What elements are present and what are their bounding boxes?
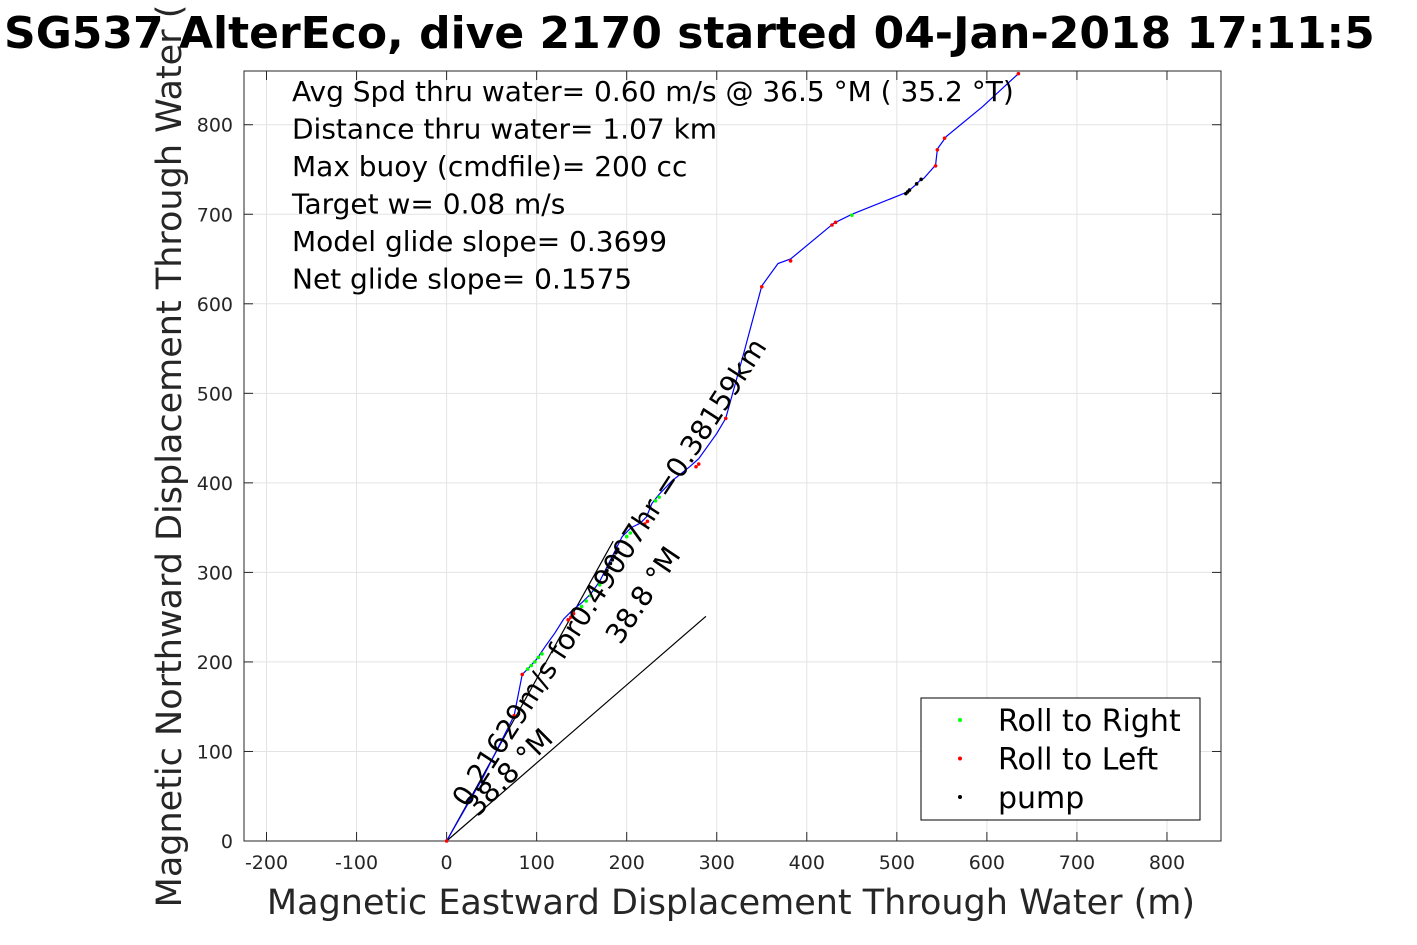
- y-tick-label: 0: [221, 831, 233, 853]
- pump-point: [914, 182, 919, 186]
- y-tick-label: 100: [197, 741, 233, 763]
- roll-to-left-point: [512, 713, 516, 718]
- y-tick-label: 800: [197, 115, 233, 137]
- roll-to-left-point: [723, 416, 728, 421]
- y-tick-label: 600: [197, 294, 233, 316]
- roll-to-left-point: [569, 615, 573, 619]
- pump-point: [606, 565, 611, 569]
- roll-to-right-point: [579, 604, 584, 609]
- roll-to-left-point: [645, 519, 650, 524]
- roll-to-right-point: [653, 498, 658, 503]
- y-axis-ticks: 0 100 200 300 400 500 600 700 800: [197, 115, 1221, 853]
- roll-to-left-point: [833, 220, 838, 225]
- plot-area: [243, 70, 1222, 842]
- roll-to-left-point: [571, 611, 576, 616]
- pump-point: [603, 572, 607, 576]
- roll-to-right-point: [529, 663, 534, 668]
- data-points: [444, 71, 1021, 843]
- reference-lines: [446, 540, 707, 842]
- pump-point: [614, 550, 618, 555]
- roll-to-left-point: [566, 618, 570, 622]
- stats-text-block: Avg Spd thru water= 0.60 m/s @ 36.5 °M (…: [291, 75, 1014, 296]
- roll-to-right-point: [657, 495, 661, 499]
- chart-title: SG537 AlterEco, dive 2170 started 04-Jan…: [4, 8, 1375, 59]
- stats-line: Model glide slope= 0.3699: [292, 225, 667, 258]
- legend-box: [920, 697, 1201, 821]
- roll-to-right-point: [533, 660, 537, 664]
- roll-to-right-point: [850, 213, 854, 217]
- x-tick-label: 500: [879, 852, 915, 874]
- x-tick-label: 0: [441, 852, 453, 874]
- y-tick-label: 500: [197, 383, 233, 405]
- x-tick-label: 300: [699, 852, 735, 874]
- legend-entry: pump: [998, 781, 1084, 816]
- stats-line: Net glide slope= 0.1575: [292, 263, 632, 296]
- legend-entry: Roll to Left: [998, 743, 1158, 778]
- roll-to-right-point: [536, 655, 541, 660]
- x-tick-label: 800: [1149, 852, 1185, 874]
- x-axis-label: Magnetic Eastward Displacement Through W…: [267, 883, 1195, 923]
- roll-to-right-point: [593, 588, 597, 593]
- stats-line: Avg Spd thru water= 0.60 m/s @ 36.5 °M (…: [292, 75, 1014, 108]
- roll-to-right-point: [588, 593, 593, 598]
- roll-to-left-point: [642, 522, 647, 526]
- legend-entry: Roll to Right: [998, 704, 1181, 739]
- pump-point: [608, 561, 613, 566]
- annotations: 38.8 °M0.21629m/s for0.49007hr =0.38159k…: [445, 332, 773, 822]
- x-axis-ticks: -200 -100 0 100 200 300 400 500 600 700 800: [245, 71, 1185, 874]
- roll-to-left-point: [696, 462, 701, 466]
- track-line: [446, 73, 1019, 842]
- y-tick-label: 300: [197, 562, 233, 584]
- x-tick-label: 700: [1059, 852, 1095, 874]
- x-tick-label: -200: [245, 852, 288, 874]
- roll-to-left-point: [520, 672, 525, 677]
- reference-line: [446, 615, 707, 842]
- pump-point: [907, 188, 912, 192]
- y-tick-label: 200: [197, 652, 233, 674]
- roll-to-right-point: [584, 599, 588, 603]
- reference-line: [446, 540, 614, 842]
- roll-to-left-point: [933, 164, 938, 168]
- track-layer: [446, 73, 1019, 842]
- roll-to-left-point: [444, 839, 449, 843]
- roll-to-left-point: [788, 259, 793, 263]
- x-tick-label: 400: [789, 852, 825, 874]
- pump-legend-marker: [958, 795, 962, 799]
- stats-line: Max buoy (cmdfile)= 200 cc: [292, 150, 687, 183]
- roll-to-left-point: [759, 284, 764, 289]
- roll-to-right-point: [540, 652, 544, 656]
- pump-point: [615, 547, 620, 551]
- x-tick-label: -100: [335, 852, 378, 874]
- roll-to-left-point: [942, 136, 947, 140]
- stats-line: Distance thru water= 1.07 km: [292, 113, 717, 146]
- roll-to-right-legend-marker: [958, 718, 962, 722]
- x-tick-label: 100: [519, 852, 555, 874]
- y-tick-label: 400: [197, 473, 233, 495]
- pump-point: [610, 558, 615, 562]
- roll-to-left-point: [935, 147, 940, 152]
- x-tick-label: 200: [609, 852, 645, 874]
- roll-to-right-point: [525, 667, 530, 671]
- roll-to-right-point: [597, 583, 602, 587]
- roll-to-right-point: [628, 531, 633, 535]
- stats-line: Target w= 0.08 m/s: [291, 188, 565, 221]
- pump-point: [919, 177, 923, 182]
- y-axis-label: Magnetic Northward Displacement Through …: [150, 5, 190, 908]
- roll-to-right-point: [624, 534, 629, 539]
- pump-point: [612, 554, 616, 559]
- roll-to-left-point: [1016, 71, 1021, 76]
- x-tick-label: 600: [969, 852, 1005, 874]
- roll-to-left-point: [694, 464, 698, 469]
- roll-to-left-legend-marker: [958, 756, 962, 761]
- roll-to-left-point: [830, 223, 834, 227]
- y-tick-label: 700: [197, 204, 233, 226]
- pump-point: [605, 568, 609, 573]
